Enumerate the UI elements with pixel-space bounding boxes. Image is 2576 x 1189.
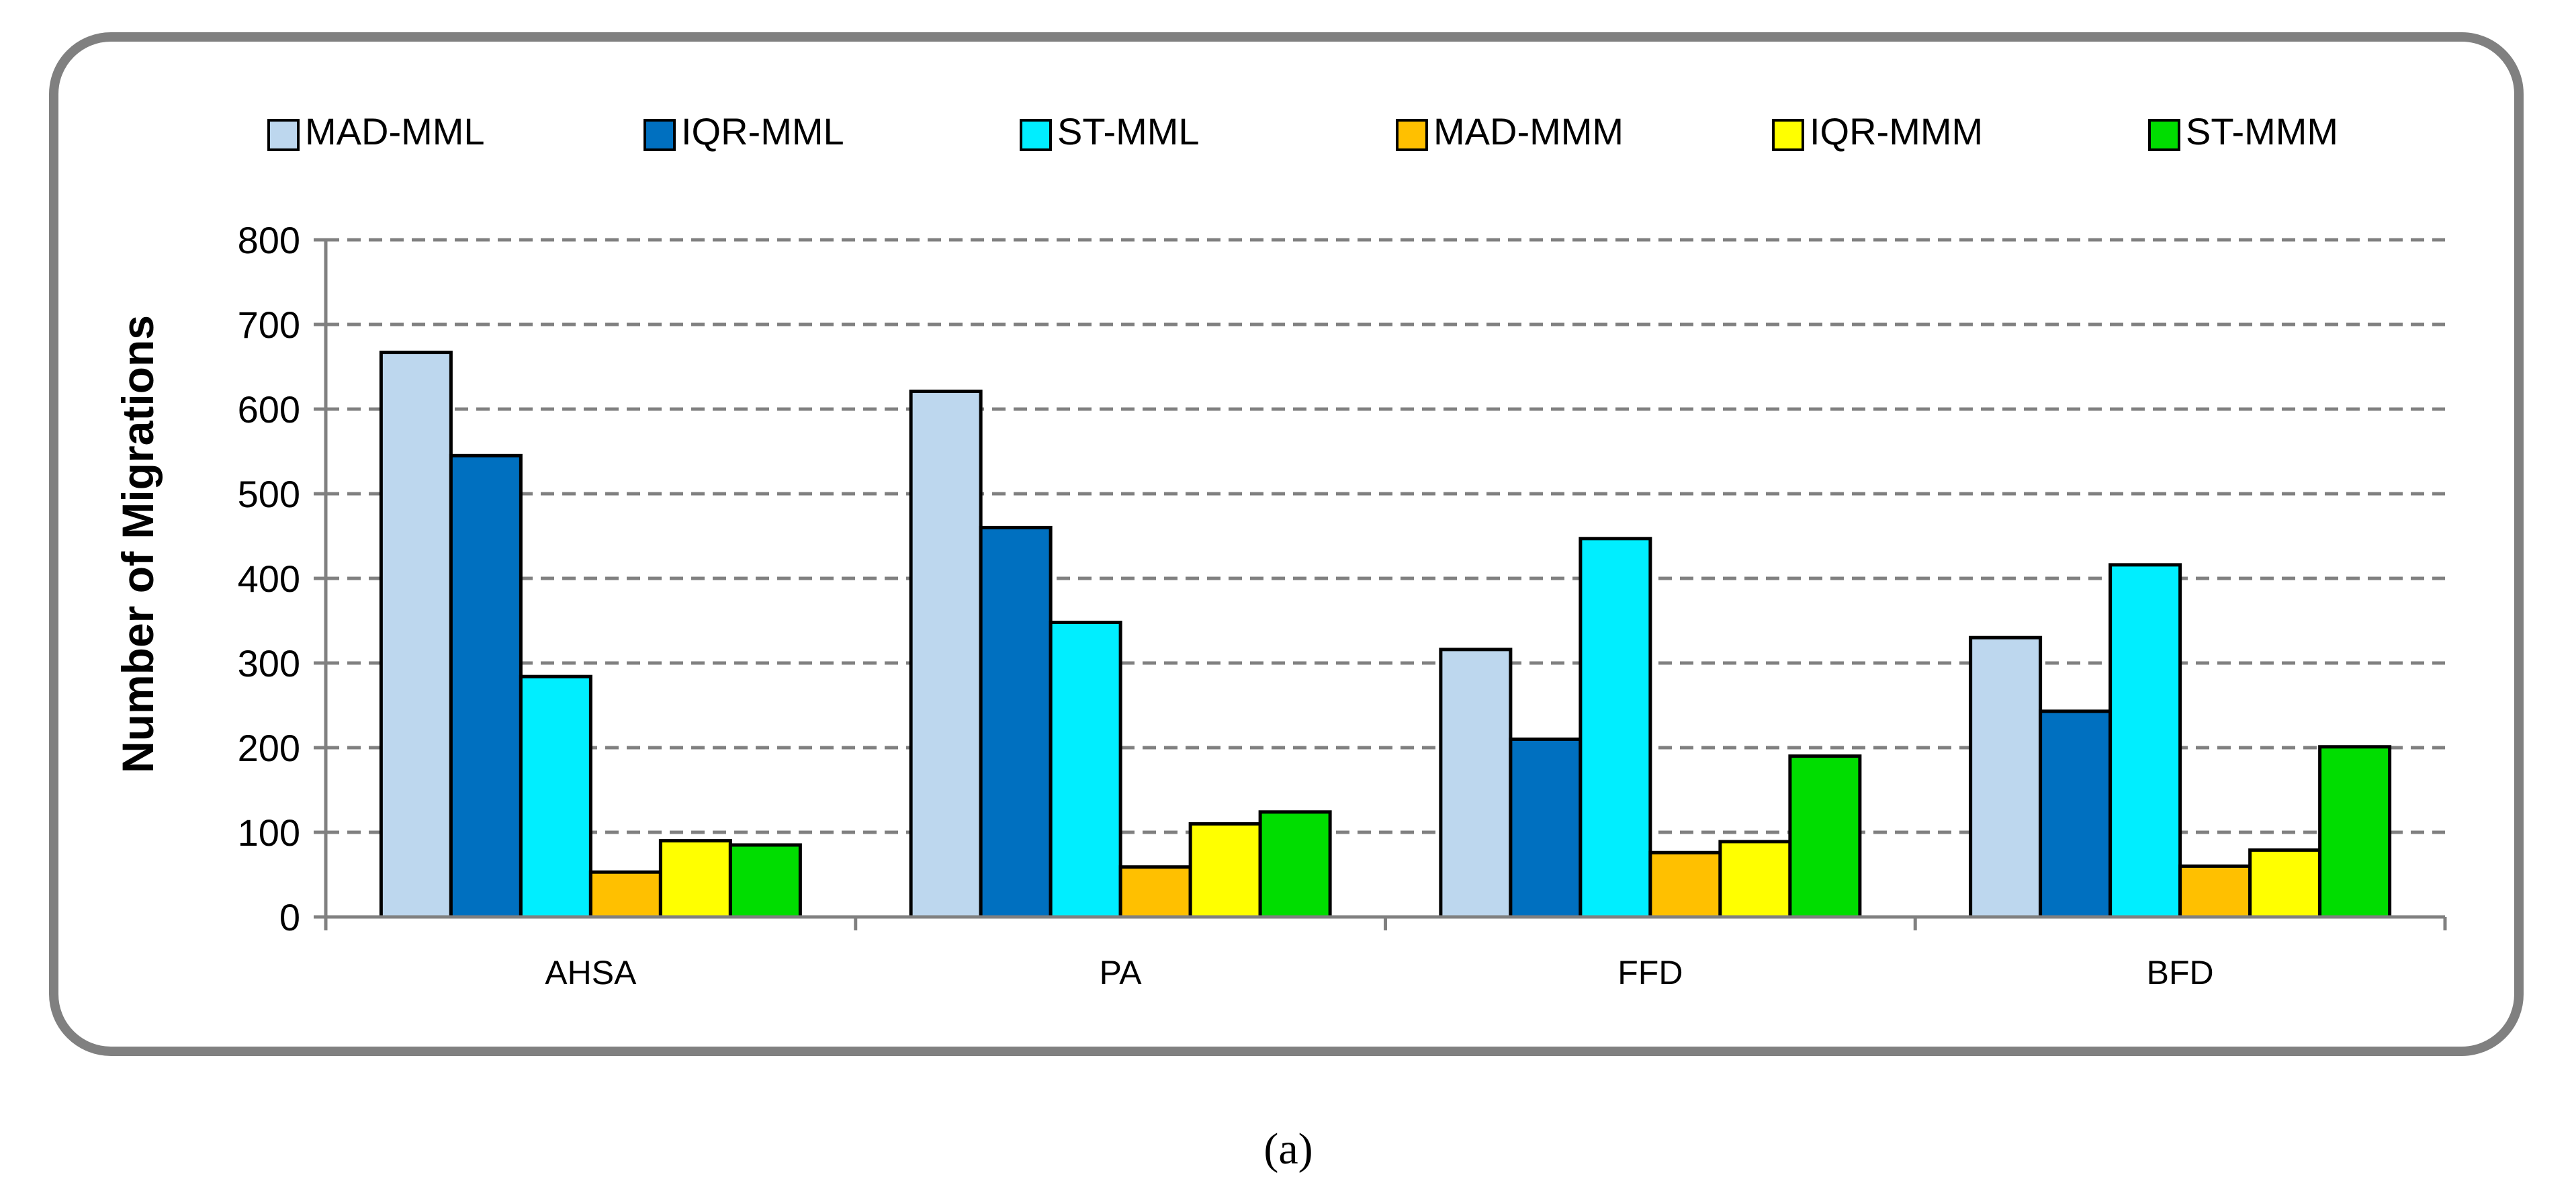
bar-iqr-mml-bfd <box>2039 709 2113 919</box>
y-tick-label: 400 <box>238 558 300 600</box>
bar-mad-mml-pa <box>909 390 983 919</box>
legend-label: MAD-MML <box>305 110 485 152</box>
legend-label: ST-MMM <box>2186 110 2338 152</box>
legend-swatch <box>1396 119 1428 151</box>
bar-st-mml-ahsa <box>519 674 592 919</box>
y-tick-label: 0 <box>279 896 300 938</box>
bar-st-mmm-ahsa <box>728 843 802 919</box>
y-tick-label: 500 <box>238 473 300 515</box>
legend-swatch <box>2148 119 2180 151</box>
legend-label: IQR-MMM <box>1810 110 1983 152</box>
bar-iqr-mmm-pa <box>1188 822 1262 919</box>
x-tick-label: FFD <box>1617 954 1683 992</box>
bar-st-mmm-bfd <box>2318 745 2392 919</box>
y-tick-label: 300 <box>238 642 300 685</box>
bar-st-mmm-ffd <box>1788 754 1862 919</box>
bars <box>379 351 2392 919</box>
bar-mad-mml-bfd <box>1969 635 2043 919</box>
bar-iqr-mml-ffd <box>1509 737 1583 919</box>
x-tick-label: BFD <box>2147 954 2214 992</box>
figure-caption: (a) <box>1263 1125 1313 1174</box>
bar-st-mml-pa <box>1049 621 1122 919</box>
y-axis-title: Number of Migrations <box>113 315 163 773</box>
axes: 0 100 200 300 400 500 600 700 800 AHSA PA FFD BFD <box>238 219 2447 992</box>
bar-mad-mmm-pa <box>1118 865 1192 919</box>
x-tick-label: PA <box>1100 954 1143 992</box>
legend-swatch <box>1772 119 1804 151</box>
legend-swatch <box>643 119 676 151</box>
y-tick-label: 800 <box>238 219 300 261</box>
bar-mad-mml-ffd <box>1439 648 1513 919</box>
bar-mad-mmm-bfd <box>2178 864 2252 919</box>
bar-st-mml-bfd <box>2108 563 2182 919</box>
legend-label: IQR-MML <box>681 110 844 152</box>
bar-iqr-mmm-bfd <box>2248 848 2322 919</box>
gridlines <box>326 238 2445 834</box>
x-tick-label: AHSA <box>545 954 637 992</box>
legend-swatch <box>267 119 300 151</box>
bar-iqr-mmm-ffd <box>1718 840 1792 919</box>
bar-iqr-mml-pa <box>979 525 1053 919</box>
bar-iqr-mml-ahsa <box>449 453 523 919</box>
legend: MAD-MML IQR-MML ST-MML MAD-MMM IQR-MMM ST-MMM <box>267 110 2338 152</box>
y-tick-label: 600 <box>238 388 300 431</box>
bar-iqr-mmm-ahsa <box>658 839 732 919</box>
bar-mad-mmm-ahsa <box>588 870 662 919</box>
bar-st-mml-ffd <box>1579 537 1652 919</box>
legend-swatch <box>1020 119 1052 151</box>
y-tick-label: 700 <box>238 304 300 346</box>
y-tick-label: 200 <box>238 727 300 769</box>
legend-label: MAD-MMM <box>1433 110 1624 152</box>
bar-st-mmm-pa <box>1258 810 1332 919</box>
chart-border <box>49 32 2524 1056</box>
y-tick-label: 100 <box>238 811 300 854</box>
bar-mad-mml-ahsa <box>379 351 453 919</box>
legend-label: ST-MML <box>1057 110 1200 152</box>
bar-mad-mmm-ffd <box>1648 850 1722 919</box>
